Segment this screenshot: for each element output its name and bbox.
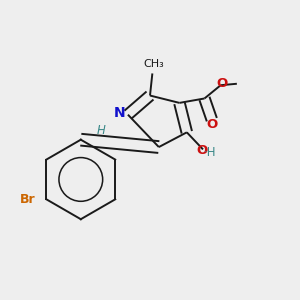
Text: Br: Br xyxy=(20,194,35,206)
Text: ·H: ·H xyxy=(204,146,217,159)
Text: CH₃: CH₃ xyxy=(143,59,164,69)
Text: O: O xyxy=(216,77,227,90)
Text: N: N xyxy=(114,106,125,121)
Text: O: O xyxy=(196,144,207,157)
Text: H: H xyxy=(97,124,106,137)
Text: O: O xyxy=(207,118,218,130)
